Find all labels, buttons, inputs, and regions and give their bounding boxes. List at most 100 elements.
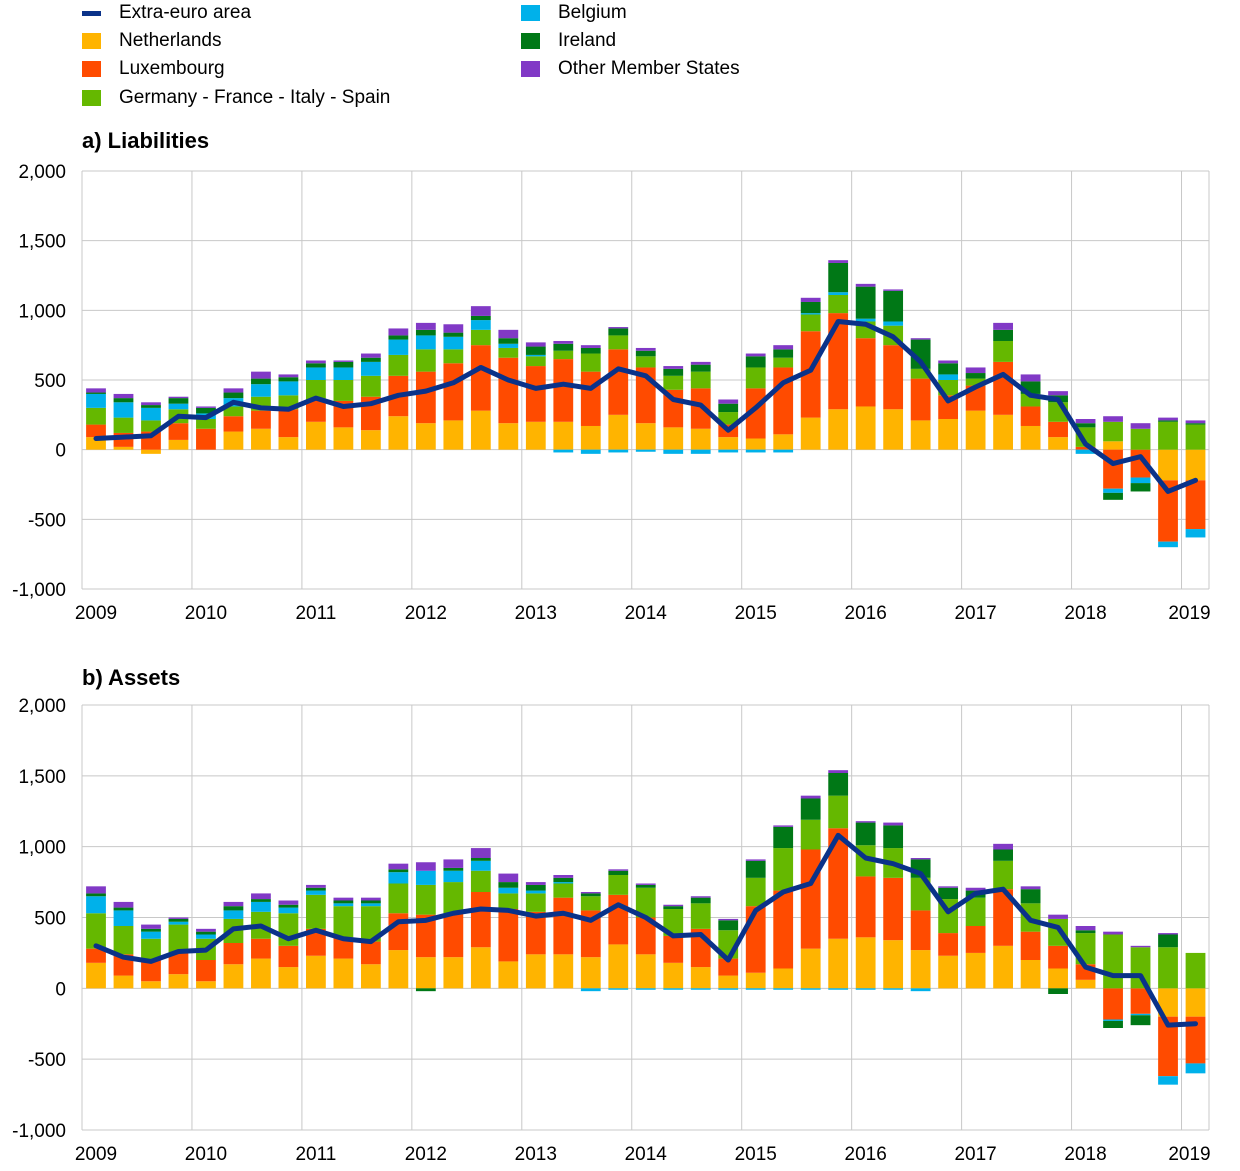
bar-other-member-states-34 [1020,374,1041,382]
bar-belgium-1 [113,910,134,926]
bar-ireland-2 [141,928,161,932]
bar-luxembourg-6 [251,410,271,429]
bar-luxembourg-33 [993,361,1013,415]
bar-belgium-23 [718,449,739,453]
bar-germany-france-italy-spain-20 [635,887,656,918]
x-tick-label: 2012 [405,1144,447,1165]
legend-swatch [521,5,540,21]
bar-germany-france-italy-spain-18 [580,353,601,372]
chart-title-assets: b) Assets [82,665,181,690]
bar-ireland-15 [498,882,519,888]
bar-netherlands-11 [388,950,409,989]
bar-ireland-37 [1103,1020,1123,1028]
bar-netherlands-13 [443,420,464,450]
bar-other-member-states-31 [938,360,959,364]
bar-luxembourg-26 [800,331,821,418]
bar-netherlands-28 [855,937,876,989]
bar-other-member-states-18 [580,345,601,348]
bar-luxembourg-39 [1158,1016,1178,1077]
bar-germany-france-italy-spain-9 [333,380,354,401]
bar-netherlands-39 [1158,449,1178,481]
bar-luxembourg-24 [745,906,766,973]
bar-germany-france-italy-spain-25 [773,357,794,368]
bar-belgium-17 [553,882,574,884]
bar-germany-france-italy-spain-5 [223,406,244,417]
legend-label: Netherlands [119,30,222,51]
bar-netherlands-3 [168,974,189,989]
bar-luxembourg-12 [415,914,436,958]
bar-luxembourg-28 [855,876,876,938]
bar-other-member-states-31 [938,886,959,888]
bar-other-member-states-26 [800,297,821,302]
x-tick-label: 2013 [515,1144,557,1165]
bar-other-member-states-29 [883,289,904,291]
bar-luxembourg-36 [1075,446,1096,450]
legend-label: Other Member States [558,58,740,79]
bar-other-member-states-15 [498,329,519,339]
bar-germany-france-italy-spain-11 [388,883,409,914]
bar-netherlands-28 [855,406,876,450]
bar-netherlands-37 [1103,441,1123,450]
bar-ireland-24 [745,860,766,878]
bar-luxembourg-34 [1020,406,1041,426]
bar-other-member-states-32 [965,367,986,374]
bar-belgium-1 [113,402,134,418]
bar-belgium-29 [883,988,904,990]
bar-belgium-8 [306,367,326,380]
bar-ireland-6 [251,378,271,385]
bar-belgium-7 [278,907,299,914]
bar-belgium-27 [828,292,849,296]
bar-other-member-states-23 [718,918,739,921]
bar-germany-france-italy-spain-14 [470,870,491,892]
bar-germany-france-italy-spain-26 [800,314,821,332]
bar-luxembourg-19 [608,349,629,415]
bar-germany-france-italy-spain-37 [1103,934,1123,989]
bar-netherlands-6 [251,428,271,450]
bar-netherlands-25 [773,434,794,450]
bar-ireland-14 [470,858,491,861]
y-tick-label: -1,000 [12,1121,66,1142]
bar-other-member-states-40 [1185,420,1206,424]
bar-germany-france-italy-spain-17 [553,883,574,898]
bar-germany-france-italy-spain-13 [443,349,464,364]
bar-germany-france-italy-spain-19 [608,875,629,895]
bar-netherlands-32 [965,952,986,989]
bar-other-member-states-6 [251,371,271,379]
y-tick-label: 1,500 [18,232,66,253]
bar-other-member-states-25 [773,345,794,350]
bar-belgium-28 [855,318,876,322]
bar-ireland-13 [443,867,464,871]
bar-ireland-26 [800,301,821,314]
x-tick-label: 2017 [954,1144,996,1165]
bar-luxembourg-17 [553,359,574,422]
bar-germany-france-italy-spain-26 [800,819,821,850]
bar-belgium-12 [415,335,436,350]
chart-title-liabilities: a) Liabilities [82,128,210,153]
bar-netherlands-16 [525,954,546,989]
bar-ireland-23 [718,403,739,413]
y-tick-label: 0 [55,441,66,462]
legend-item-belgium: Belgium [521,1,627,25]
bar-belgium-7 [278,381,299,396]
bar-ireland-28 [855,822,876,846]
bar-netherlands-23 [718,975,739,989]
bar-other-member-states-16 [525,342,546,347]
bar-other-member-states-23 [718,399,739,404]
x-tick-label: 2014 [625,603,668,624]
legend-item-extra-euro-area: Extra-euro area [82,1,251,25]
bar-netherlands-9 [333,958,354,989]
bar-netherlands-21 [663,427,684,450]
bar-belgium-17 [553,449,574,453]
bar-germany-france-italy-spain-14 [470,329,491,346]
x-tick-label: 2013 [515,603,557,624]
x-tick-label: 2011 [295,603,336,624]
bar-belgium-23 [718,988,739,990]
liabilities-chart: -1,000 -500 0 500 1,000 1,500 2,000 2009 2010 201… [12,162,1211,624]
bar-ireland-40 [1185,423,1206,425]
bar-netherlands-33 [993,945,1013,989]
bar-luxembourg-4 [196,960,216,982]
bar-ireland-21 [663,368,684,376]
bar-luxembourg-3 [168,952,189,975]
bar-other-member-states-14 [470,306,491,316]
bar-ireland-7 [278,904,299,908]
